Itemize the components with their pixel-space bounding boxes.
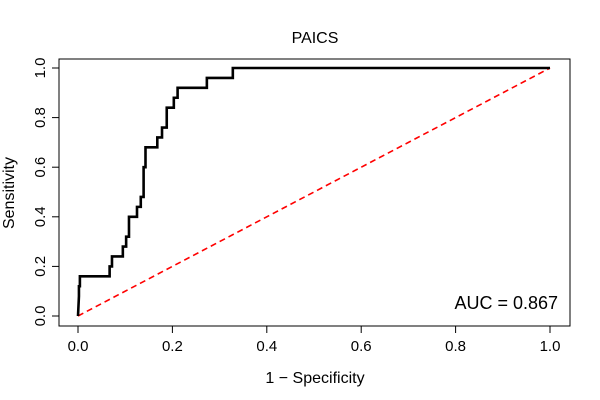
series-layer — [76, 66, 551, 317]
x-tick-label: 0.8 — [445, 338, 466, 355]
roc-curve-line — [76, 66, 550, 317]
chart-title: PAICS — [292, 30, 339, 47]
x-tick-label: 1.0 — [540, 338, 561, 355]
y-axis-title: Sensitivity — [1, 157, 18, 229]
reference-diagonal-line — [77, 67, 551, 317]
x-tick-label: 0.0 — [68, 338, 89, 355]
y-tick-label: 0.8 — [32, 107, 49, 128]
y-tick-label: 0.4 — [32, 206, 49, 227]
y-tick-label: 0.2 — [32, 256, 49, 277]
y-tick-label: 0.0 — [32, 306, 49, 327]
x-tick-label: 0.4 — [256, 338, 277, 355]
x-tick-label: 0.6 — [351, 338, 372, 355]
x-axis: 0.0 0.2 0.4 0.6 0.8 1.0 — [68, 325, 561, 355]
y-tick-label: 0.6 — [32, 157, 49, 178]
auc-annotation: AUC = 0.867 — [454, 293, 558, 313]
x-axis-title: 1 − Specificity — [265, 370, 364, 387]
y-tick-label: 1.0 — [32, 58, 49, 79]
y-axis: 0.0 0.2 0.4 0.6 0.8 1.0 — [32, 58, 60, 327]
x-tick-label: 0.2 — [162, 338, 183, 355]
